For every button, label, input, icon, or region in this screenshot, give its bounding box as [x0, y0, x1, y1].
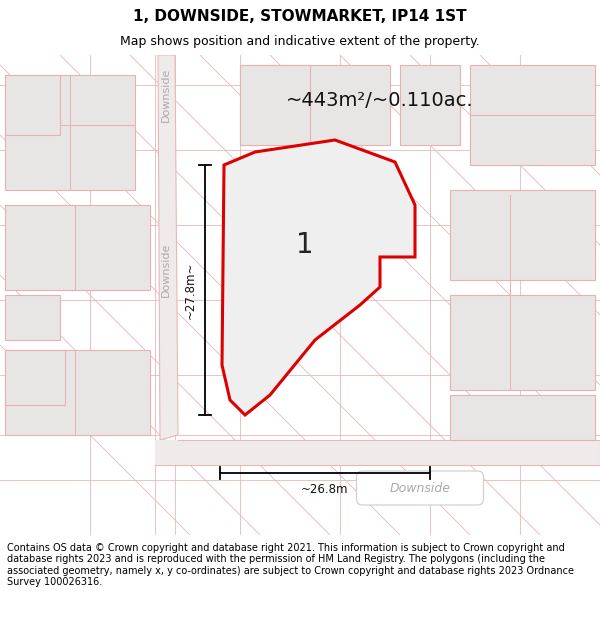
Text: ~443m²/~0.110ac.: ~443m²/~0.110ac. [286, 91, 474, 109]
FancyBboxPatch shape [356, 471, 484, 505]
Text: 1, DOWNSIDE, STOWMARKET, IP14 1ST: 1, DOWNSIDE, STOWMARKET, IP14 1ST [133, 9, 467, 24]
Polygon shape [5, 75, 135, 190]
Polygon shape [450, 295, 595, 390]
Text: Map shows position and indicative extent of the property.: Map shows position and indicative extent… [120, 35, 480, 48]
Polygon shape [450, 190, 595, 280]
Text: 1: 1 [296, 231, 314, 259]
Polygon shape [470, 65, 595, 165]
Polygon shape [222, 140, 415, 415]
Text: Contains OS data © Crown copyright and database right 2021. This information is : Contains OS data © Crown copyright and d… [7, 542, 574, 588]
Polygon shape [155, 440, 600, 465]
Text: ~27.8m~: ~27.8m~ [184, 261, 197, 319]
Polygon shape [5, 350, 65, 405]
Polygon shape [400, 65, 460, 145]
Text: Downside: Downside [161, 68, 171, 122]
Text: ~26.8m: ~26.8m [301, 483, 349, 496]
Polygon shape [5, 75, 60, 135]
Polygon shape [5, 350, 150, 435]
Polygon shape [155, 440, 178, 465]
Polygon shape [5, 205, 150, 290]
Polygon shape [240, 65, 390, 145]
Polygon shape [5, 295, 60, 340]
Polygon shape [158, 55, 178, 440]
Text: Downside: Downside [161, 242, 171, 297]
Polygon shape [240, 65, 310, 145]
Polygon shape [450, 395, 595, 440]
Text: Downside: Downside [389, 481, 451, 494]
